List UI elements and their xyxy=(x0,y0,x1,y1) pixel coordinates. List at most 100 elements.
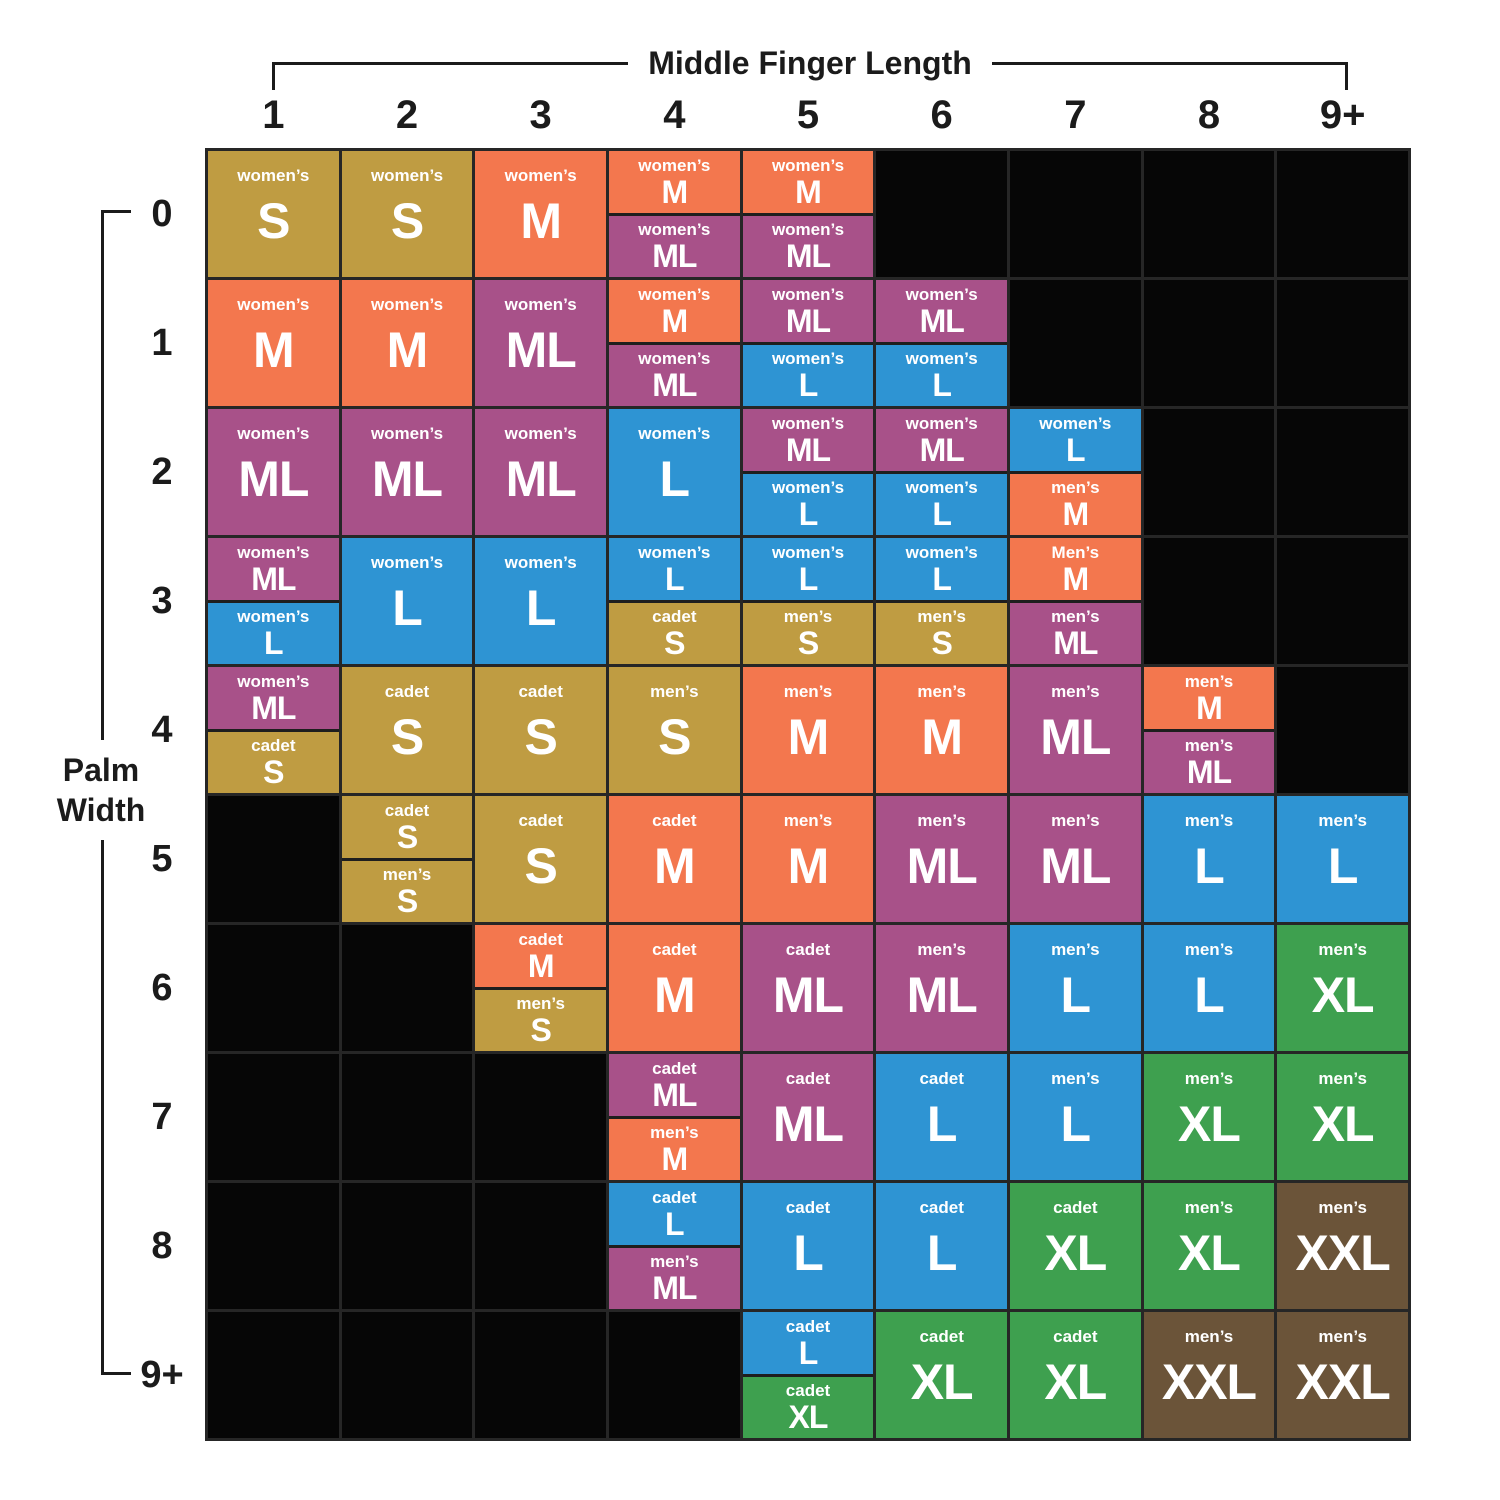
size-label: ML xyxy=(785,431,831,468)
cell-segment: cadet S xyxy=(475,667,606,793)
cell-segment: women’s M xyxy=(341,280,473,406)
category-label: women’s xyxy=(504,295,577,314)
size-label: M xyxy=(527,947,555,984)
category-label: men’s xyxy=(917,811,966,830)
size-label: S xyxy=(524,837,557,894)
cell-segment: Men’s M xyxy=(1010,538,1141,600)
cell-segment: cadet M xyxy=(609,796,740,922)
size-label: S xyxy=(390,708,424,765)
category-label: women’s xyxy=(504,553,577,572)
category-label: men’s xyxy=(783,607,833,627)
row-header: 3 xyxy=(151,579,173,622)
category-label: men’s xyxy=(1318,1198,1367,1217)
cell-segment: women’s ML xyxy=(742,280,874,342)
category-label: men’s xyxy=(1051,607,1100,627)
category-label: men’s xyxy=(382,865,432,885)
cell-segment: cadet M xyxy=(475,925,606,987)
size-label: ML xyxy=(785,238,831,275)
size-label: L xyxy=(1060,966,1092,1023)
cell-segment: men’s ML xyxy=(1010,667,1141,793)
grid-cell: men’s M xyxy=(742,796,874,922)
cell-segment: cadet L xyxy=(876,1054,1007,1180)
size-label: L xyxy=(798,1334,819,1371)
grid-cell xyxy=(1277,280,1408,406)
category-label: women’s xyxy=(905,284,978,304)
grid-cell: cadet S xyxy=(341,667,473,793)
cell-segment: women’s L xyxy=(208,599,339,664)
size-label: S xyxy=(524,708,557,765)
grid-cell xyxy=(1277,409,1408,535)
cell-segment: men’s L xyxy=(1143,925,1275,1051)
grid-cell: cadet L xyxy=(876,1183,1007,1309)
grid-cell: women’s M xyxy=(475,151,606,277)
column-header: 8 xyxy=(1197,92,1221,137)
cell-segment: men’s XL xyxy=(1277,1054,1408,1180)
category-label: women’s xyxy=(237,607,310,627)
size-label: M xyxy=(253,321,295,378)
grid-cell xyxy=(341,1183,473,1309)
category-label: cadet xyxy=(518,811,563,830)
cell-segment: men’s M xyxy=(609,1115,740,1180)
category-label: men’s xyxy=(1184,1198,1234,1217)
row-headers: 0 1 2 3 4 5 6 7 8 9+ xyxy=(133,148,191,1441)
category-label: men’s xyxy=(650,682,699,701)
category-label: women’s xyxy=(504,166,577,185)
category-label: women’s xyxy=(771,478,845,498)
size-label: ML xyxy=(505,321,577,378)
cell-segment: women’s M xyxy=(742,151,874,213)
grid-cell: women’s M xyxy=(208,280,339,406)
cell-segment: women’s L xyxy=(876,341,1007,406)
size-label: ML xyxy=(652,367,697,404)
category-label: men’s xyxy=(1184,736,1234,756)
size-label: S xyxy=(396,883,418,920)
grid-cell: men’s ML xyxy=(876,925,1007,1051)
grid-cell xyxy=(341,1312,473,1438)
category-label: men’s xyxy=(1051,1069,1100,1088)
category-label: women’s xyxy=(237,542,310,562)
size-label: ML xyxy=(1186,754,1232,791)
category-label: cadet xyxy=(251,736,296,756)
category-label: women’s xyxy=(771,542,845,562)
grid-cell: cadet ML xyxy=(742,1054,874,1180)
grid-cell xyxy=(1143,538,1275,664)
size-label: M xyxy=(654,837,696,894)
category-label: women’s xyxy=(504,424,577,443)
category-label: women’s xyxy=(638,155,711,175)
cell-segment: women’s L xyxy=(609,409,740,535)
category-label: women’s xyxy=(771,349,845,369)
category-label: men’s xyxy=(783,811,833,830)
category-label: cadet xyxy=(384,800,430,820)
cell-segment: women’s L xyxy=(742,538,874,600)
grid-cell xyxy=(609,1312,740,1438)
size-label: ML xyxy=(238,450,309,507)
column-header: 4 xyxy=(663,92,686,137)
grid-cell xyxy=(1143,151,1275,277)
cell-segment: cadet XL xyxy=(1010,1183,1141,1309)
size-label: M xyxy=(661,302,689,339)
category-label: men’s xyxy=(650,1252,699,1272)
category-label: men’s xyxy=(1184,1069,1234,1088)
grid-cell: women’s ML women’s L xyxy=(876,280,1007,406)
row-header: 7 xyxy=(151,1095,173,1138)
grid-cell: cadet XL xyxy=(1010,1312,1141,1438)
size-label: ML xyxy=(505,450,577,507)
row-header: 6 xyxy=(151,966,173,1009)
cell-segment: women’s ML xyxy=(609,212,740,277)
cell-segment: men’s ML xyxy=(876,925,1007,1051)
size-label: ML xyxy=(919,302,965,339)
size-label: XL xyxy=(1178,1095,1241,1152)
cell-segment: cadet S xyxy=(341,796,473,858)
y-bracket-bottom-tick xyxy=(101,1372,131,1375)
category-label: cadet xyxy=(785,940,831,959)
cell-segment: women’s L xyxy=(876,538,1007,600)
category-label: men’s xyxy=(1051,811,1100,830)
category-label: men’s xyxy=(1318,1069,1367,1088)
size-label: S xyxy=(658,708,691,765)
size-label: ML xyxy=(906,837,978,894)
grid-cell xyxy=(208,796,339,922)
size-label: XXL xyxy=(1161,1353,1257,1410)
grid-cell xyxy=(208,925,339,1051)
